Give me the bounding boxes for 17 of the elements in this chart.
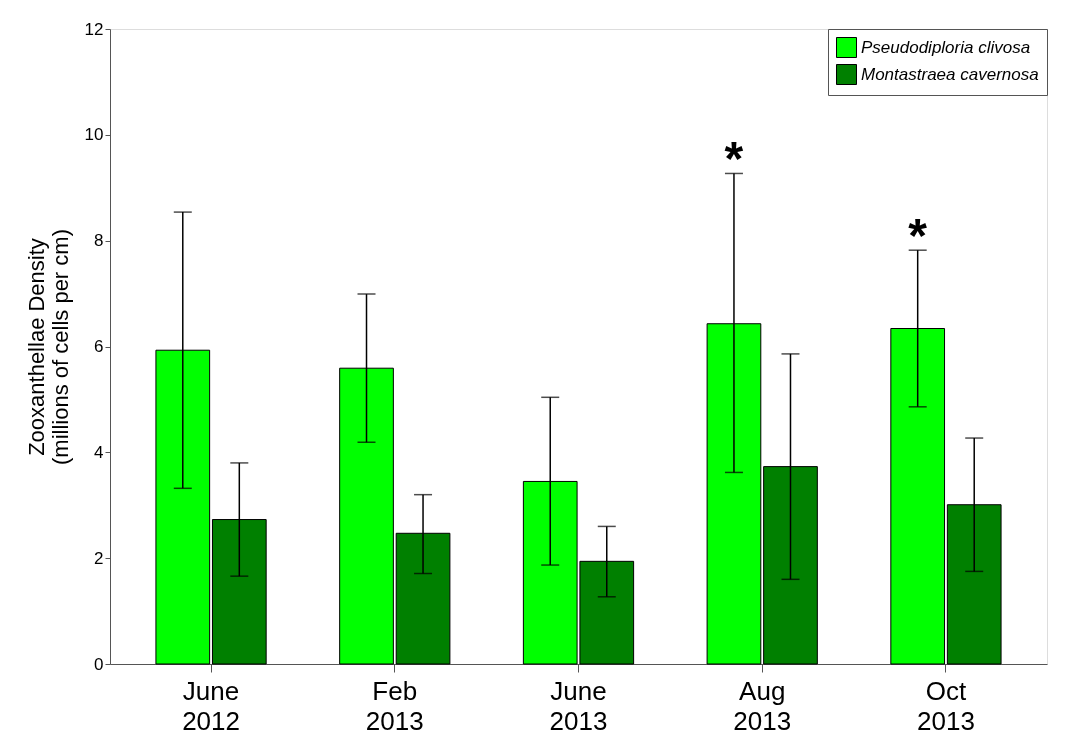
y-tick-label: 10 <box>84 125 104 145</box>
x-tick-label: Oct 2013 <box>917 675 975 736</box>
x-tick-label: June 2013 <box>549 675 608 736</box>
y-tick-label: 8 <box>94 231 104 251</box>
y-tick-label: 6 <box>94 337 104 356</box>
x-tick-label: Aug 2013 <box>733 675 792 736</box>
data-label: * <box>908 209 928 263</box>
x-tick-label: Feb 2013 <box>365 675 424 736</box>
y-tick-label: 2 <box>94 548 104 568</box>
legend-label: Pseudodiploria clivosa <box>861 37 1031 57</box>
x-tick-label: June 2012 <box>182 675 240 736</box>
data-label: * <box>724 132 744 186</box>
y-axis-title: Zooxanthellae Density (millions of cells per cm) <box>23 229 73 465</box>
y-tick-label: 12 <box>84 19 104 39</box>
y-tick-label: 0 <box>94 654 104 674</box>
legend-label: Montastraea cavernosa <box>861 64 1039 84</box>
y-tick-label: 4 <box>94 442 104 462</box>
